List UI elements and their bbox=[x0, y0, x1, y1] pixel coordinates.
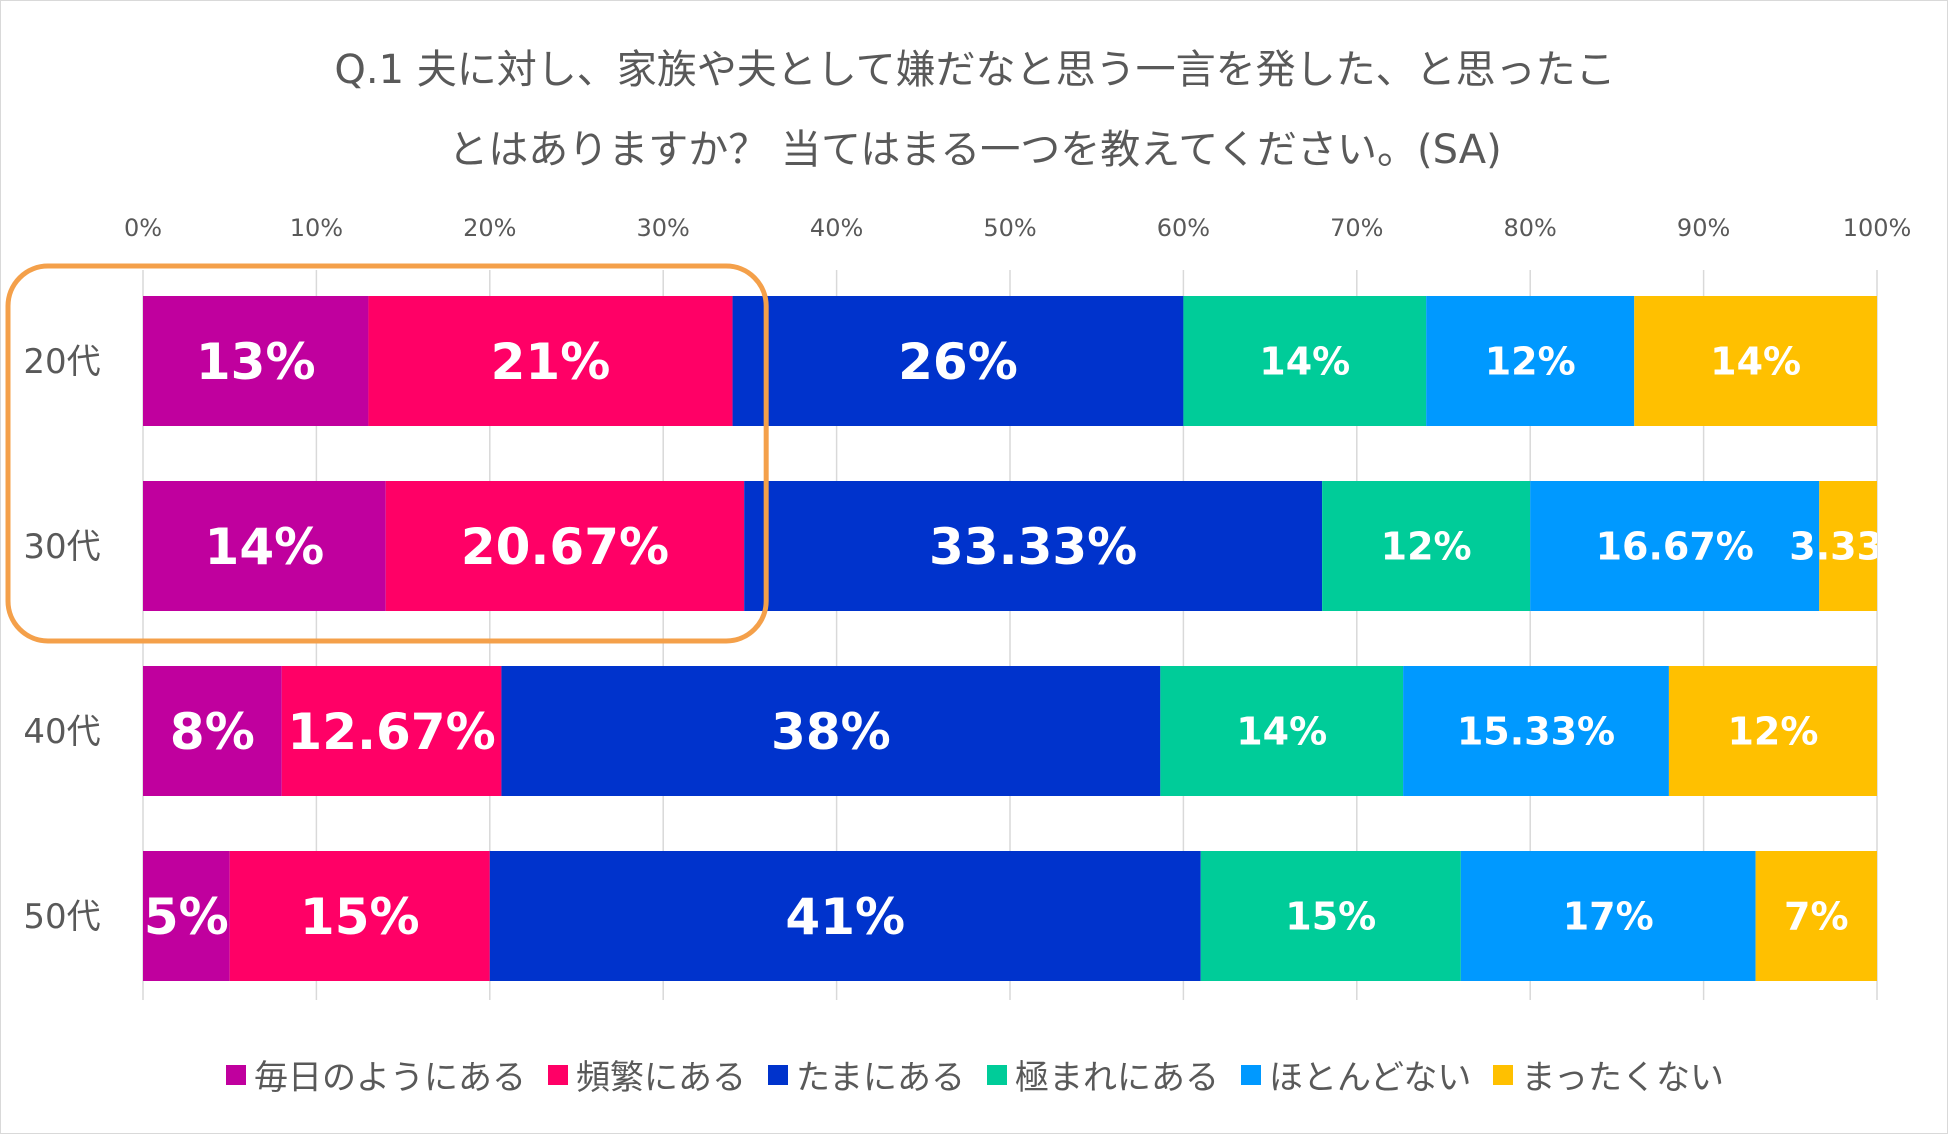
bar-segment bbox=[1668, 666, 1877, 796]
legend-item: まったくない bbox=[1493, 1050, 1724, 1099]
bar-segment bbox=[489, 851, 1201, 981]
y-category-label: 40代 bbox=[23, 712, 100, 752]
legend-swatch bbox=[1241, 1064, 1262, 1085]
data-label: 15.33% bbox=[1457, 710, 1615, 754]
bar-segment bbox=[501, 666, 1161, 796]
legend-item: 毎日のようにある bbox=[226, 1050, 526, 1099]
data-label: 14% bbox=[1710, 340, 1801, 384]
legend-label: たまにある bbox=[796, 1058, 966, 1098]
bar-segment bbox=[385, 481, 745, 611]
x-tick-label: 70% bbox=[1330, 214, 1383, 242]
data-label: 17% bbox=[1563, 895, 1654, 939]
data-label: 12% bbox=[1727, 710, 1818, 754]
legend-label: ほとんどない bbox=[1269, 1058, 1472, 1098]
chart-title: Q.1 夫に対し、家族や夫として嫌だなと思う一言を発した、と思ったこ とはありま… bbox=[0, 30, 1950, 190]
legend-label: 極まれにある bbox=[1015, 1058, 1220, 1098]
bar-segment bbox=[732, 296, 1184, 426]
legend-item: ほとんどない bbox=[1241, 1050, 1471, 1099]
legend-label: 毎日のようにある bbox=[254, 1058, 527, 1098]
x-tick-label: 0% bbox=[124, 214, 162, 242]
bar-segment bbox=[1819, 481, 1877, 611]
data-label: 26% bbox=[898, 333, 1018, 391]
bar-segment bbox=[1322, 481, 1531, 611]
data-label: 5% bbox=[144, 888, 229, 946]
bar-segment bbox=[281, 666, 502, 796]
bar-segment bbox=[143, 296, 369, 426]
data-label: 15% bbox=[1285, 895, 1376, 939]
bar-row: 13% 21% 26% 14% 12% 14% bbox=[143, 296, 1877, 426]
legend-label: 頻繁にある bbox=[576, 1058, 747, 1098]
bar-row: 5% 15% 41% 15% 17% 7% bbox=[143, 851, 1877, 981]
x-tick-label: 20% bbox=[463, 214, 516, 242]
x-tick-label: 50% bbox=[983, 214, 1036, 242]
data-label: 15% bbox=[300, 888, 420, 946]
data-label: 12.67% bbox=[287, 703, 495, 761]
data-label: 38% bbox=[771, 703, 891, 761]
data-label: 3.33% bbox=[1789, 525, 1921, 569]
data-label: 41% bbox=[785, 888, 905, 946]
bar-segment bbox=[1160, 666, 1404, 796]
data-label: 12% bbox=[1381, 525, 1472, 569]
legend: 毎日のようにある 頻繁にある たまにある 極まれにある ほとんどない まったくない bbox=[0, 1050, 1950, 1099]
data-label: 14% bbox=[205, 518, 325, 576]
legend-swatch bbox=[548, 1064, 569, 1085]
y-axis-labels: 20代 30代 40代 50代 bbox=[23, 342, 100, 937]
legend-item: 頻繁にある bbox=[548, 1050, 746, 1099]
x-tick-label: 100% bbox=[1843, 214, 1912, 242]
bar-segment bbox=[1426, 296, 1635, 426]
bar-segment bbox=[1755, 851, 1877, 981]
chart-title-line-2: とはありますか？ 当てはまる一つを教えてください。(SA) bbox=[448, 127, 1502, 173]
x-tick-label: 90% bbox=[1677, 214, 1730, 242]
data-label: 13% bbox=[196, 333, 316, 391]
bar-segment bbox=[368, 296, 733, 426]
x-tick-label: 80% bbox=[1504, 214, 1557, 242]
bar-segment bbox=[143, 666, 282, 796]
x-tick-label: 10% bbox=[290, 214, 343, 242]
bars: 13% 21% 26% 14% 12% 14% 14% 20.67% 33.33% 12% 16.6… bbox=[143, 296, 1921, 981]
bar-segment bbox=[1634, 296, 1877, 426]
data-label: 21% bbox=[491, 333, 611, 391]
bar-row: 8% 12.67% 38% 14% 15.33% 12% bbox=[143, 666, 1877, 796]
highlight-box bbox=[5, 263, 769, 644]
highlight-rounded-rect bbox=[5, 263, 769, 644]
legend-item: たまにある bbox=[768, 1050, 965, 1099]
legend-swatch bbox=[1493, 1064, 1514, 1085]
chart-title-line-1: Q.1 夫に対し、家族や夫として嫌だなと思う一言を発した、と思ったこ bbox=[334, 47, 1616, 93]
bar-segment bbox=[1460, 851, 1756, 981]
bar-segment bbox=[1183, 296, 1427, 426]
data-label: 16.67% bbox=[1596, 525, 1754, 569]
legend-swatch bbox=[226, 1064, 247, 1085]
data-label: 14% bbox=[1236, 710, 1327, 754]
bar-segment bbox=[744, 481, 1323, 611]
bar-segment bbox=[1403, 666, 1669, 796]
x-tick-label: 40% bbox=[810, 214, 863, 242]
bar-row: 14% 20.67% 33.33% 12% 16.67% 3.33% bbox=[143, 481, 1921, 611]
legend-swatch bbox=[987, 1064, 1008, 1085]
bar-segment bbox=[143, 481, 386, 611]
bar-segment bbox=[1200, 851, 1461, 981]
data-label: 8% bbox=[170, 703, 255, 761]
legend-label: まったくない bbox=[1521, 1058, 1724, 1098]
y-category-label: 20代 bbox=[23, 342, 100, 382]
x-tick-label: 60% bbox=[1157, 214, 1210, 242]
bar-segment bbox=[229, 851, 490, 981]
legend-swatch bbox=[768, 1064, 789, 1085]
x-axis-ticks: 0% 10% 20% 30% 40% 50% 60% 70% 80% 90% 100% bbox=[124, 214, 1911, 242]
y-category-label: 50代 bbox=[23, 897, 100, 937]
legend-item: 極まれにある bbox=[987, 1050, 1219, 1099]
data-label: 20.67% bbox=[461, 518, 669, 576]
data-label: 12% bbox=[1485, 340, 1576, 384]
data-label: 33.33% bbox=[929, 518, 1137, 576]
data-label: 14% bbox=[1259, 340, 1350, 384]
y-category-label: 30代 bbox=[23, 527, 100, 567]
bar-segment bbox=[1530, 481, 1820, 611]
data-label: 7% bbox=[1784, 895, 1849, 939]
bar-segment bbox=[143, 851, 230, 981]
x-tick-label: 30% bbox=[637, 214, 690, 242]
